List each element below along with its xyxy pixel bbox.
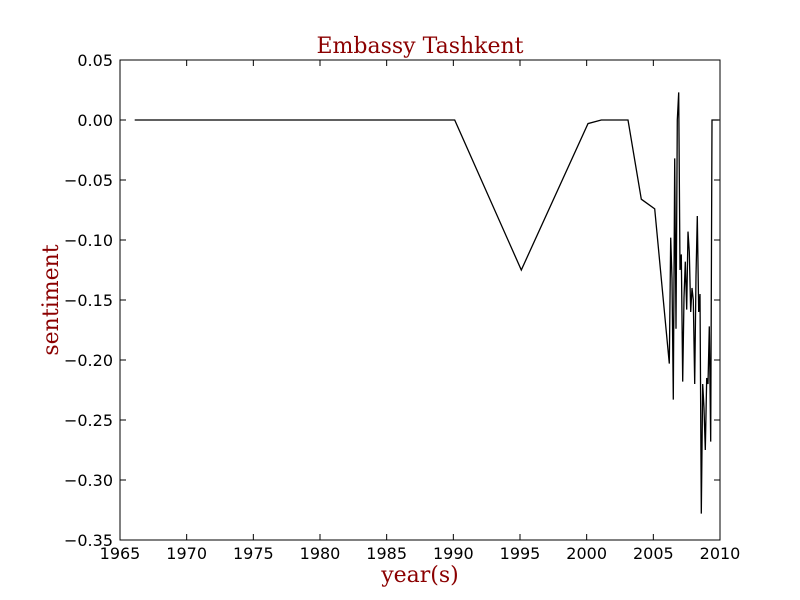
x-tick-label: 2010 bbox=[700, 544, 741, 563]
y-tick-label: −0.30 bbox=[64, 471, 113, 490]
series-line bbox=[134, 92, 719, 514]
x-tick-label: 1970 bbox=[166, 544, 207, 563]
plot-content bbox=[134, 92, 719, 514]
x-tick-label: 2000 bbox=[566, 544, 607, 563]
y-tick-label: −0.25 bbox=[64, 411, 113, 430]
x-tick-label: 1995 bbox=[500, 544, 541, 563]
y-tick-label: −0.20 bbox=[64, 351, 113, 370]
x-tick-label: 1975 bbox=[233, 544, 274, 563]
chart-title: Embassy Tashkent bbox=[316, 34, 523, 59]
y-tick-label: −0.10 bbox=[64, 231, 113, 250]
y-tick-label: 0.05 bbox=[77, 51, 113, 70]
x-tick-label: 1980 bbox=[300, 544, 341, 563]
x-tick-label: 1990 bbox=[433, 544, 474, 563]
y-tick-label: 0.00 bbox=[77, 111, 113, 130]
y-axis: 0.05 0.00 −0.05 −0.10 −0.15 −0.20 −0.25 −0.30 −0… bbox=[64, 51, 720, 550]
x-tick-label: 2005 bbox=[633, 544, 674, 563]
x-tick-label: 1965 bbox=[100, 544, 141, 563]
y-tick-label: −0.35 bbox=[64, 531, 113, 550]
y-axis-title: sentiment bbox=[39, 244, 64, 355]
x-axis-title: year(s) bbox=[380, 563, 459, 588]
y-tick-label: −0.15 bbox=[64, 291, 113, 310]
y-tick-label: −0.05 bbox=[64, 171, 113, 190]
x-axis: 1965 1970 1975 1980 1985 1990 1995 2000 2005 2010 bbox=[100, 60, 741, 563]
x-tick-label: 1985 bbox=[366, 544, 407, 563]
